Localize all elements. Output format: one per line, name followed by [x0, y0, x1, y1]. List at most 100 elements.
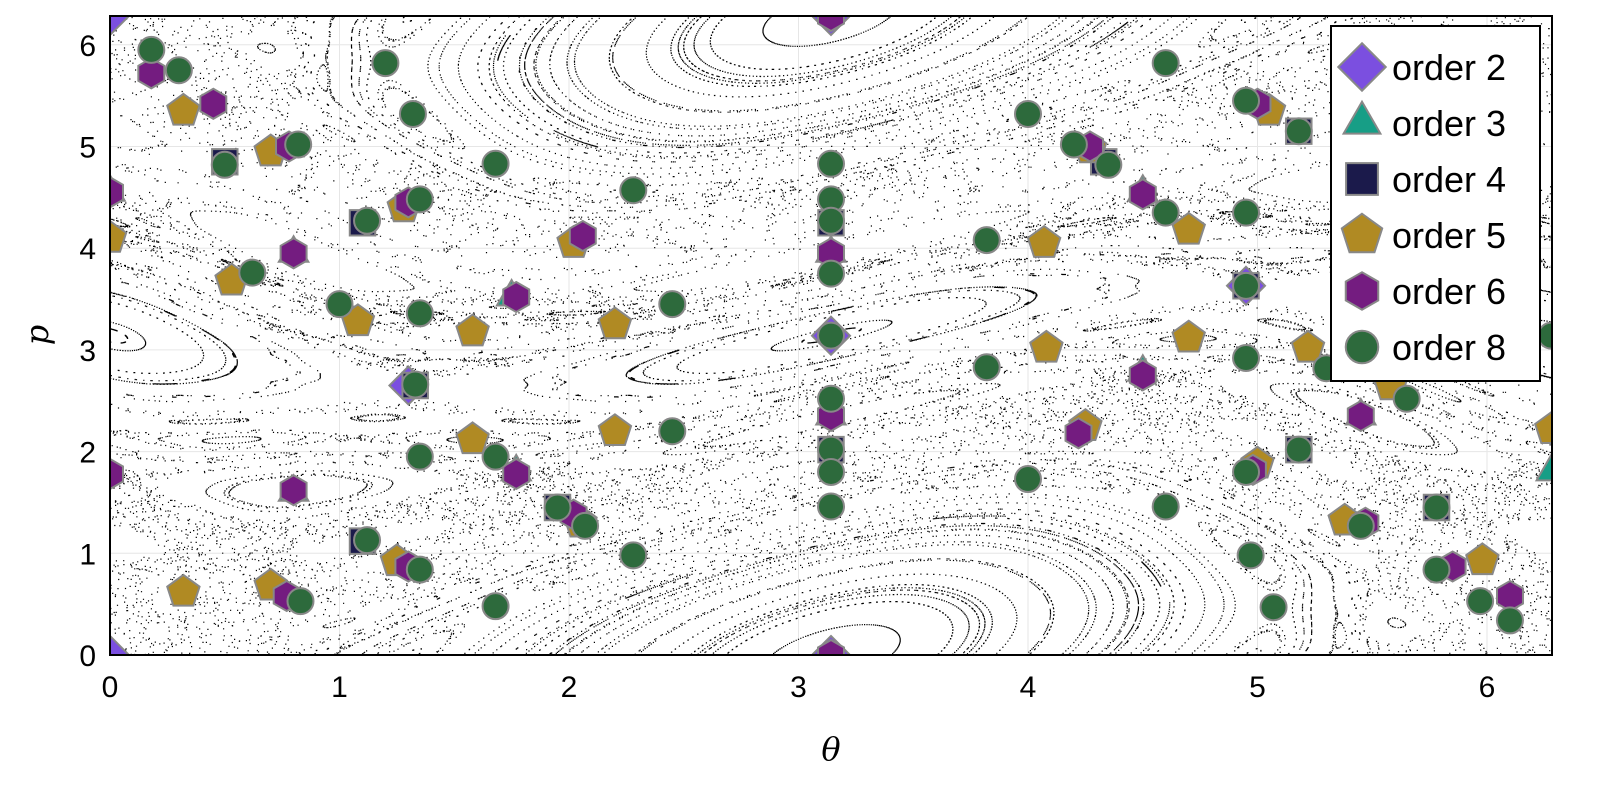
circle-marker — [1151, 198, 1180, 227]
circle-marker — [405, 299, 434, 328]
circle-marker — [619, 541, 648, 570]
circle-marker — [286, 587, 315, 616]
periodic-orbit-markers — [110, 16, 1552, 655]
hexagon-marker — [279, 237, 308, 270]
circle-marker — [481, 149, 510, 178]
circle-marker — [401, 370, 430, 399]
circle-marker — [1284, 117, 1313, 146]
x-tick-label: 0 — [102, 671, 119, 704]
circle-marker — [164, 56, 193, 85]
pentagon-marker — [455, 421, 490, 455]
hexagon-marker — [817, 638, 845, 655]
pentagon-marker — [110, 219, 128, 253]
hexagon-marker — [110, 457, 124, 491]
circle-marker — [1422, 493, 1451, 522]
circle-marker — [1094, 150, 1123, 179]
legend-hexagon-swatch — [1344, 271, 1380, 311]
hexagon-marker — [817, 16, 845, 33]
hexagon-marker — [1128, 359, 1157, 392]
legend-diamond-swatch — [1336, 41, 1388, 93]
legend-label: order 5 — [1392, 215, 1506, 256]
circle-marker — [1232, 198, 1261, 227]
y-tick-label: 2 — [79, 437, 96, 470]
circle-marker — [817, 384, 845, 413]
circle-marker — [817, 321, 845, 350]
circle-marker — [1466, 587, 1495, 616]
diamond-marker — [110, 16, 131, 37]
circle-marker — [405, 185, 434, 214]
circle-marker — [210, 150, 239, 179]
pentagon-marker — [1171, 319, 1207, 353]
circle-marker — [972, 353, 1001, 382]
pentagon-marker — [1029, 329, 1064, 363]
hexagon-marker — [279, 474, 308, 507]
circle-marker — [481, 592, 510, 621]
circle-marker — [238, 258, 267, 287]
x-tick-label: 6 — [1479, 671, 1496, 704]
legend-pentagon-swatch — [1340, 212, 1384, 254]
circle-marker — [1232, 457, 1261, 486]
circle-marker — [817, 492, 845, 521]
circle-marker — [481, 442, 510, 471]
hexagon-marker — [1346, 399, 1375, 433]
pentagon-marker — [1465, 542, 1500, 576]
hexagon-marker — [1128, 178, 1157, 211]
pentagon-marker — [1290, 329, 1326, 363]
diamond-marker — [110, 634, 131, 655]
y-tick-label: 4 — [79, 233, 96, 266]
hexagon-marker — [110, 176, 124, 209]
legend-triangle-swatch — [1341, 99, 1383, 135]
circle-marker — [398, 99, 427, 128]
legend-label: order 4 — [1392, 159, 1506, 200]
circle-marker — [353, 526, 382, 555]
x-tick-label: 4 — [1020, 671, 1037, 704]
circle-marker — [1059, 130, 1088, 159]
hexagon-marker — [137, 57, 166, 90]
circle-marker — [1346, 511, 1375, 540]
circle-marker — [817, 149, 845, 178]
circle-marker — [1151, 49, 1180, 78]
circle-marker — [658, 417, 687, 446]
y-tick-label: 1 — [79, 538, 96, 571]
circle-marker — [1014, 465, 1043, 494]
hexagon-marker — [1064, 417, 1093, 450]
legend-label: order 3 — [1392, 103, 1506, 144]
circle-marker — [1495, 606, 1524, 635]
pentagon-marker — [1026, 224, 1062, 258]
circle-marker — [1232, 344, 1261, 373]
y-tick-label: 0 — [79, 640, 96, 673]
circle-marker — [1014, 99, 1043, 128]
y-tick-label: 5 — [79, 132, 96, 165]
x-tick-label: 3 — [790, 671, 807, 704]
circle-marker — [353, 206, 382, 235]
circle-marker — [972, 226, 1001, 255]
legend-label: order 8 — [1392, 327, 1506, 368]
circle-marker — [1284, 435, 1313, 464]
axis-ticks: 0 1 2 3 4 5 6 0 1 2 3 4 5 6 — [79, 30, 1495, 704]
x-axis-label: θ — [821, 730, 840, 768]
circle-marker — [1392, 384, 1421, 413]
circle-marker — [543, 493, 572, 522]
legend-label: order 2 — [1392, 47, 1506, 88]
circle-marker — [1151, 492, 1180, 521]
hexagon-marker — [502, 280, 531, 314]
circle-marker — [1232, 271, 1261, 300]
series-order-8 — [137, 35, 1552, 635]
circle-marker — [137, 35, 166, 64]
x-tick-label: 1 — [331, 671, 348, 704]
y-tick-label: 6 — [79, 30, 96, 63]
pentagon-marker — [166, 573, 201, 607]
pentagon-marker — [166, 92, 201, 126]
circle-marker — [1422, 555, 1451, 584]
x-tick-label: 5 — [1249, 671, 1266, 704]
circle-marker — [1236, 541, 1265, 570]
circle-marker — [284, 130, 313, 159]
x-tick-label: 2 — [561, 671, 578, 704]
pentagon-marker — [597, 413, 633, 447]
legend-circle-swatch — [1344, 329, 1380, 365]
hexagon-marker — [199, 87, 228, 120]
hexagon-marker — [568, 219, 597, 253]
plot-frame — [109, 15, 1553, 656]
legend-label: order 6 — [1392, 271, 1506, 312]
